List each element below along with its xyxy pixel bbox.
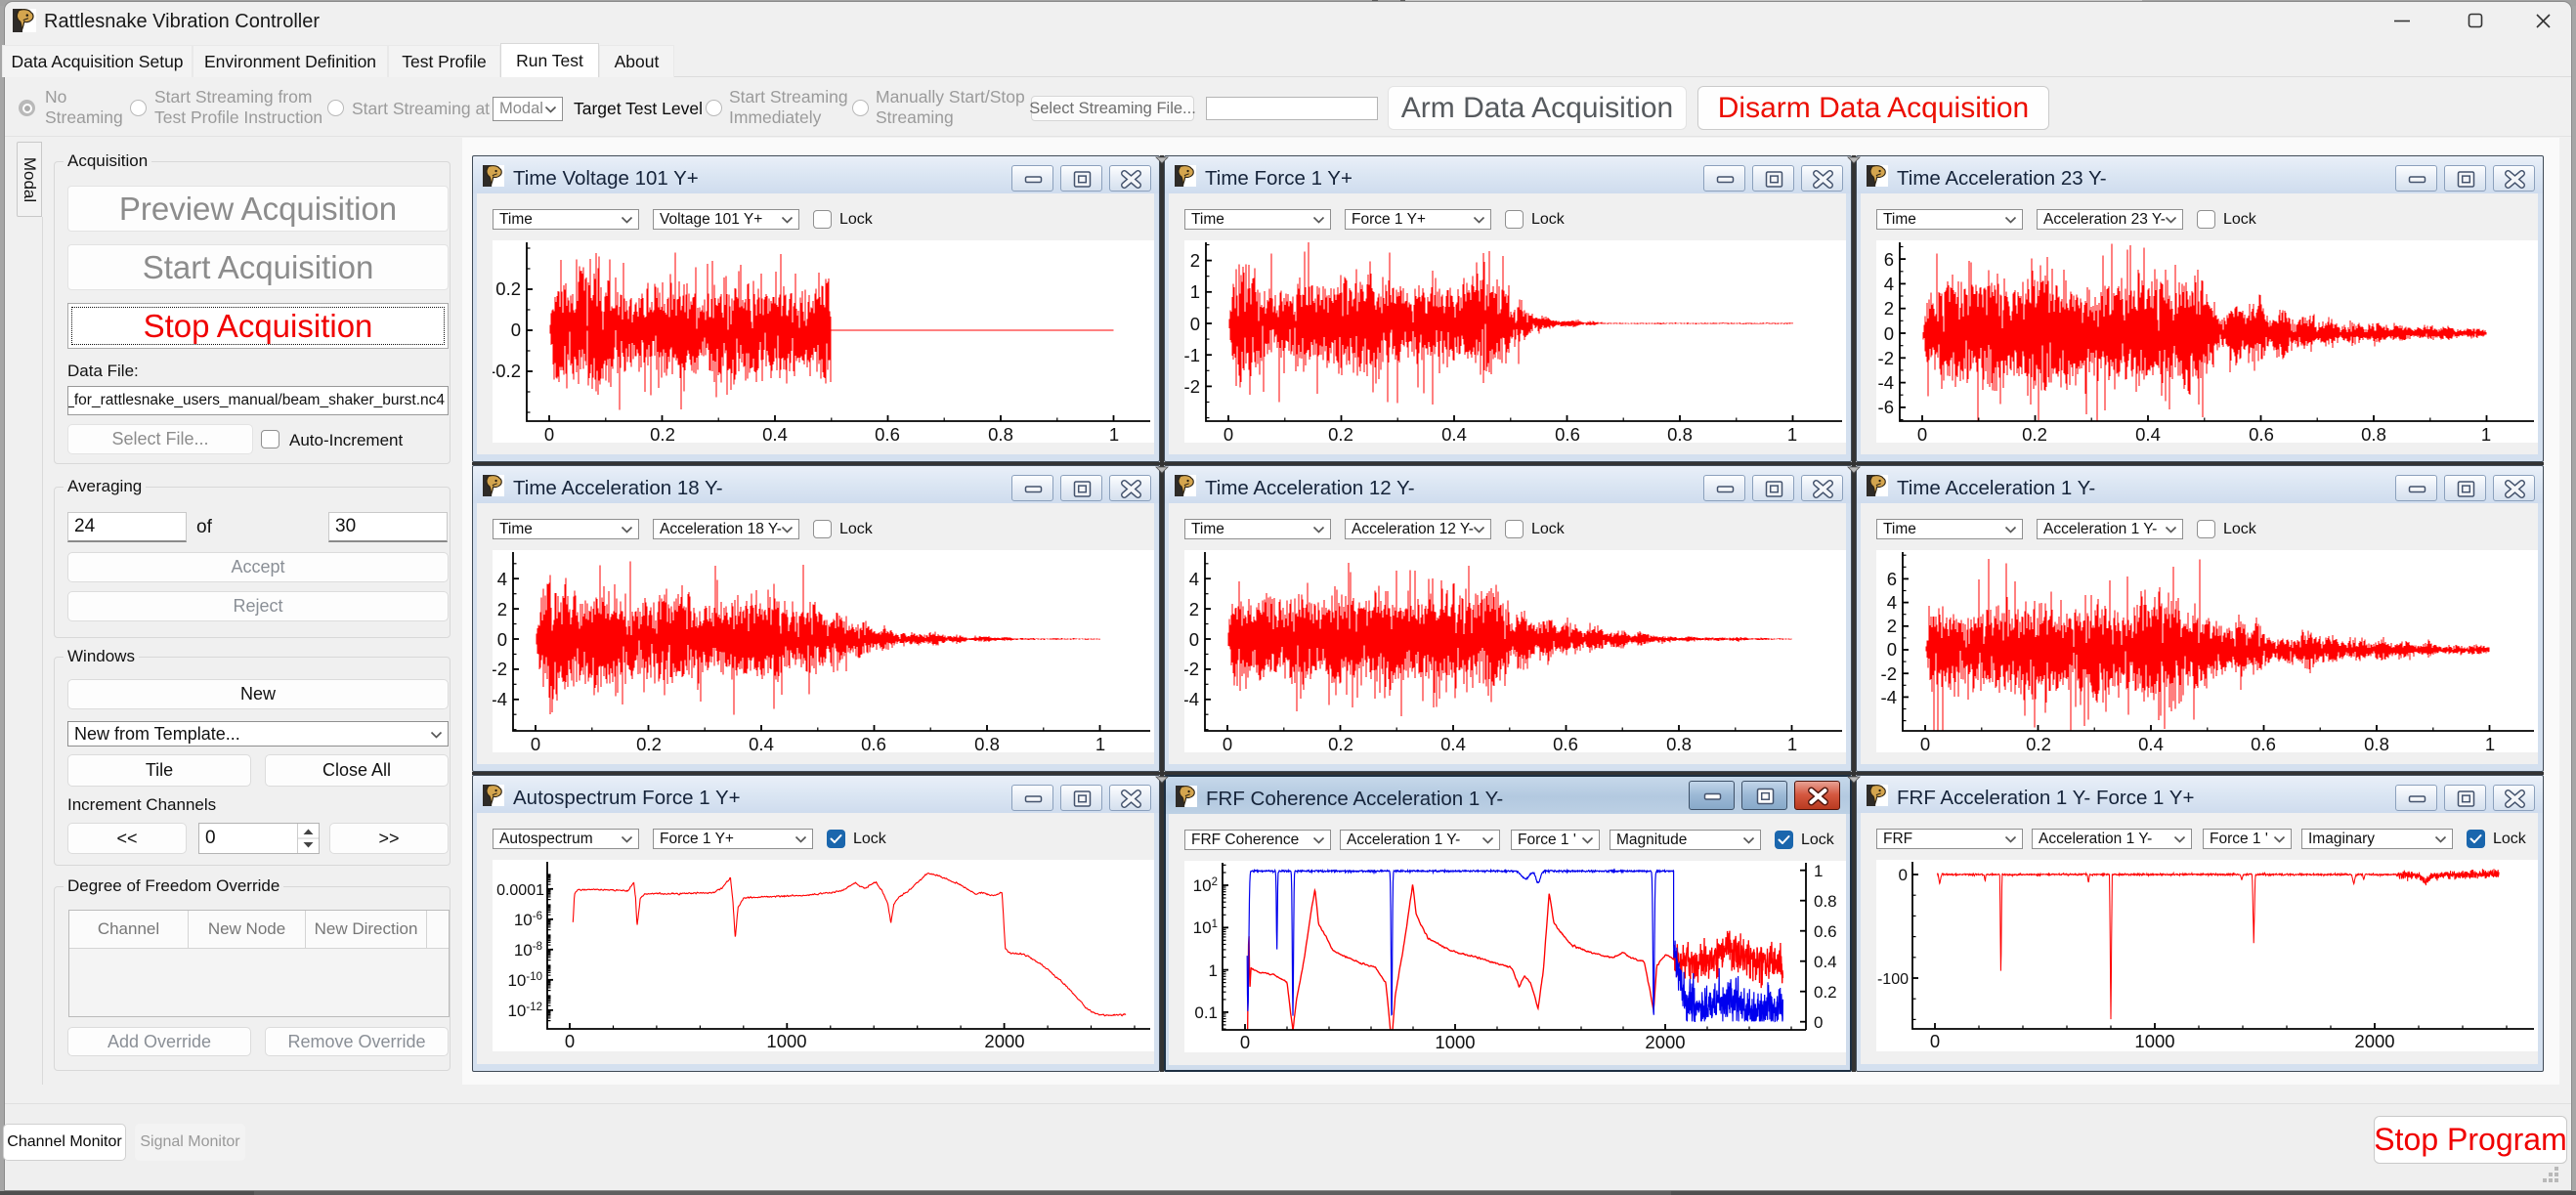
svg-text:0.2: 0.2 [2022,424,2047,443]
svg-text:0.2: 0.2 [650,424,675,443]
svg-text:0.4: 0.4 [2135,424,2161,443]
svg-text:0: 0 [1240,1032,1250,1052]
svg-text:2: 2 [1884,298,1894,319]
svg-text:-6: -6 [1878,397,1894,417]
svg-text:0.6: 0.6 [2251,734,2276,752]
svg-text:4: 4 [1884,274,1894,294]
svg-text:0.8: 0.8 [974,734,1000,752]
svg-text:0.8: 0.8 [2364,734,2389,752]
svg-text:0.8: 0.8 [1666,734,1692,752]
svg-text:0: 0 [1814,1013,1823,1032]
svg-text:1: 1 [1814,862,1823,880]
svg-text:-4: -4 [493,689,507,709]
svg-text:1000: 1000 [2134,1031,2174,1051]
svg-text:0.6: 0.6 [1553,734,1578,752]
svg-text:0.6: 0.6 [1814,922,1837,941]
svg-text:2000: 2000 [1645,1032,1685,1052]
svg-text:0.2: 0.2 [1328,424,1353,443]
svg-text:4: 4 [1189,569,1199,589]
svg-text:1: 1 [1190,281,1200,302]
svg-text:2000: 2000 [984,1031,1024,1051]
svg-text:0: 0 [544,424,554,443]
svg-text:0.2: 0.2 [636,734,662,752]
svg-text:0.4: 0.4 [1440,734,1466,752]
svg-text:0: 0 [1223,734,1232,752]
svg-text:6: 6 [1884,249,1894,270]
svg-text:4: 4 [1887,592,1897,613]
svg-text:-2: -2 [1184,659,1199,679]
svg-text:0.8: 0.8 [988,424,1013,443]
svg-text:0: 0 [531,734,540,752]
svg-text:-0.2: -0.2 [493,361,521,381]
svg-text:0.4: 0.4 [1441,424,1467,443]
svg-text:0.6: 0.6 [2249,424,2274,443]
svg-text:0.8: 0.8 [1814,892,1837,911]
svg-text:-4: -4 [1881,687,1897,707]
svg-text:-4: -4 [1184,689,1199,709]
svg-text:1: 1 [1109,424,1119,443]
svg-text:0: 0 [565,1031,575,1051]
svg-text:1: 1 [1787,734,1797,752]
svg-text:0.4: 0.4 [2138,734,2164,752]
svg-text:0: 0 [1920,734,1930,752]
svg-text:0: 0 [497,629,507,650]
svg-text:4: 4 [497,569,507,589]
svg-text:1000: 1000 [1435,1032,1475,1052]
svg-text:1000: 1000 [766,1031,806,1051]
svg-text:0.4: 0.4 [1814,953,1837,971]
svg-text:0.4: 0.4 [749,734,774,752]
svg-text:-2: -2 [1881,663,1897,684]
svg-text:6: 6 [1887,569,1897,589]
svg-text:-2: -2 [493,659,507,679]
svg-text:0.8: 0.8 [1667,424,1693,443]
svg-text:1: 1 [2481,424,2491,443]
svg-text:1: 1 [1787,424,1797,443]
svg-text:2: 2 [1887,616,1897,636]
svg-text:0: 0 [1189,629,1199,650]
svg-text:-1: -1 [1184,345,1200,365]
svg-text:1: 1 [2485,734,2495,752]
svg-text:0: 0 [1887,639,1897,660]
svg-text:0.2: 0.2 [1328,734,1353,752]
svg-text:0.6: 0.6 [875,424,900,443]
svg-text:0.0001: 0.0001 [496,882,544,899]
svg-text:1: 1 [1209,961,1218,980]
svg-text:2: 2 [497,599,507,619]
svg-text:1: 1 [1095,734,1105,752]
svg-text:0: 0 [1884,323,1894,344]
svg-text:0: 0 [1190,314,1200,334]
svg-text:-4: -4 [1878,372,1894,393]
svg-text:0: 0 [1917,424,1927,443]
svg-text:2000: 2000 [2354,1031,2394,1051]
svg-text:0.4: 0.4 [762,424,788,443]
svg-text:-2: -2 [1878,348,1894,368]
svg-text:0.8: 0.8 [2361,424,2386,443]
svg-text:2: 2 [1190,250,1200,271]
svg-text:0.2: 0.2 [2026,734,2051,752]
svg-text:-2: -2 [1184,376,1200,397]
svg-text:0: 0 [1899,866,1908,884]
svg-text:0: 0 [1930,1031,1940,1051]
svg-text:-100: -100 [1877,971,1909,988]
svg-text:0: 0 [1224,424,1233,443]
svg-text:2: 2 [1189,599,1199,619]
svg-text:0.1: 0.1 [1194,1003,1218,1022]
svg-text:0.6: 0.6 [1555,424,1580,443]
svg-text:0: 0 [511,320,521,340]
svg-text:0.2: 0.2 [1814,983,1837,1002]
svg-text:0.2: 0.2 [495,278,521,299]
svg-text:0.6: 0.6 [861,734,886,752]
